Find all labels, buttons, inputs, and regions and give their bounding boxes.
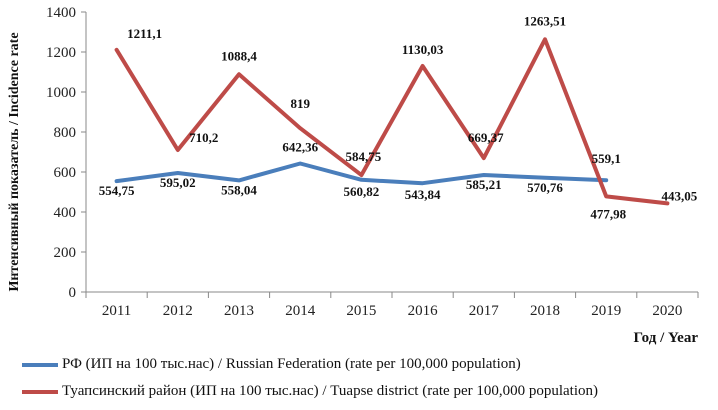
data-label: 559,1 (592, 151, 621, 166)
y-tick-labels: 0 200 400 600 800 1000 1200 1400 (46, 5, 76, 301)
legend-swatch-blue (22, 362, 58, 367)
x-tick-label: 2012 (163, 303, 193, 319)
x-tick-label: 2011 (102, 303, 131, 319)
data-label: 1088,4 (221, 48, 257, 63)
y-tick-label: 800 (54, 125, 77, 141)
legend-label: РФ (ИП на 100 тыс.нас) / Russian Federat… (62, 356, 521, 372)
data-label: 585,21 (466, 177, 502, 192)
data-label: 570,76 (527, 180, 563, 195)
data-label: 1263,51 (524, 13, 566, 28)
data-label: 1130,03 (402, 42, 444, 57)
y-tick-label: 1000 (46, 85, 76, 101)
x-tick-label: 2017 (469, 303, 500, 319)
x-tick-label: 2014 (285, 303, 316, 319)
data-label: 819 (290, 96, 310, 111)
data-label: 584,75 (346, 149, 382, 164)
x-tick-labels: 2011 2012 2013 2014 2015 2016 2017 2018 2019 2020 (102, 303, 683, 319)
y-tick-label: 1400 (46, 5, 76, 21)
x-tick-label: 2019 (591, 303, 621, 319)
y-tick-label: 1200 (46, 45, 76, 61)
chart-axes (81, 11, 699, 298)
x-tick-label: 2013 (224, 303, 254, 319)
series-lines (114, 37, 670, 206)
x-axis-label: Год / Year (633, 330, 698, 346)
data-label: 543,84 (405, 187, 441, 202)
y-tick-label: 200 (54, 245, 77, 261)
data-label: 477,98 (590, 206, 626, 221)
x-tick-label: 2015 (346, 303, 376, 319)
data-label: 642,36 (282, 140, 318, 155)
x-tick-label: 2018 (530, 303, 560, 319)
data-label: 595,02 (160, 175, 196, 190)
data-labels: 554,75 595,02 558,04 642,36 560,82 543,84 585,… (99, 13, 698, 221)
y-axis-label: Интенсивный показатель / Incidence rate (7, 32, 22, 291)
legend-label: Туапсинский район (ИП на 100 тыс.нас) / … (62, 383, 599, 399)
data-label: 554,75 (99, 183, 135, 198)
series-line-tuapse-district (114, 37, 670, 206)
y-tick-label: 600 (54, 165, 77, 181)
data-label: 443,05 (662, 188, 698, 203)
y-tick-label: 0 (69, 285, 77, 301)
series-line-russian-federation (114, 161, 609, 186)
legend-swatch-red (22, 389, 58, 394)
legend-item-russian-federation: РФ (ИП на 100 тыс.нас) / Russian Federat… (22, 356, 521, 373)
x-tick-label: 2016 (408, 303, 439, 319)
y-tick-label: 400 (54, 205, 77, 221)
x-tick-label: 2020 (652, 303, 682, 319)
data-label: 669,37 (468, 130, 504, 145)
data-label: 558,04 (221, 182, 257, 197)
data-label: 560,82 (344, 184, 380, 199)
legend-item-tuapse-district: Туапсинский район (ИП на 100 тыс.нас) / … (22, 383, 598, 400)
data-label: 710,2 (189, 130, 218, 145)
data-label: 1211,1 (127, 26, 162, 41)
